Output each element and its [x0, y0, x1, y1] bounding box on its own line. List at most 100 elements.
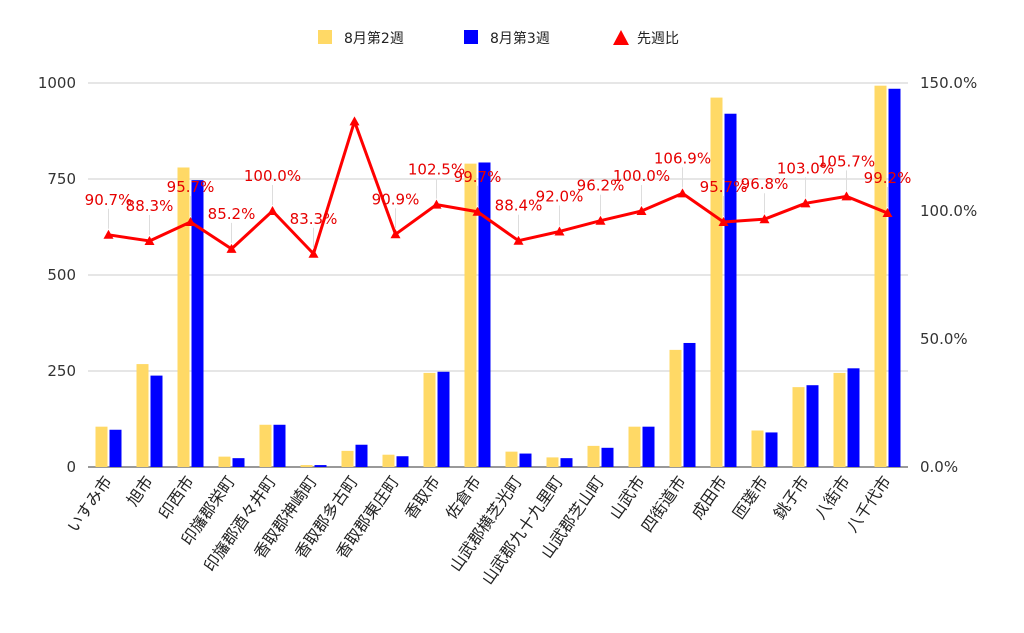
ratio-data-label: 88.4% [495, 197, 543, 215]
left-tick-label: 500 [47, 266, 76, 284]
bar-series-2 [724, 113, 737, 467]
bar-series-1 [423, 372, 436, 467]
right-tick-label: 50.0% [920, 330, 968, 348]
bar-series-1 [669, 349, 682, 467]
bar-series-2 [519, 453, 532, 467]
bar-series-1 [95, 426, 108, 467]
ratio-marker [554, 226, 565, 236]
ratio-data-label: 95.7% [700, 178, 748, 196]
ratio-marker [431, 199, 442, 209]
bar-series-2 [109, 429, 122, 467]
legend-swatch-series-2 [464, 30, 478, 44]
ratio-data-label: 90.9% [372, 190, 420, 208]
category-label: 佐倉市 [442, 472, 485, 522]
bar-series-1 [218, 456, 231, 467]
bar-series-1 [751, 430, 764, 467]
ratio-marker [226, 243, 237, 253]
bar-series-2 [232, 458, 245, 467]
legend: 8月第2週 8月第3週 先週比 [318, 30, 679, 47]
bar-series-1 [300, 465, 313, 467]
ratio-data-label: 96.8% [741, 175, 789, 193]
ratio-data-label: 83.3% [290, 210, 338, 228]
left-tick-label: 0 [66, 458, 76, 476]
bar-series-2 [355, 444, 368, 467]
bar-series-2 [437, 371, 450, 467]
ratio-marker [472, 206, 483, 216]
bar-series-2 [273, 424, 286, 467]
bar-series-2 [888, 88, 901, 467]
bar-series-2 [847, 368, 860, 467]
ratio-marker [800, 198, 811, 208]
right-axis: 0.0% 50.0% 100.0% 150.0% [920, 74, 977, 476]
bar-series-1 [505, 451, 518, 467]
legend-swatch-series-1 [318, 30, 332, 44]
ratio-data-label: 100.0% [244, 167, 301, 185]
legend-label-line: 先週比 [637, 31, 679, 47]
ratio-data-label: 103.0% [777, 159, 834, 177]
ratio-data-label: 92.0% [536, 187, 584, 205]
ratio-marker [267, 206, 278, 215]
ratio-data-label: 105.7% [818, 152, 875, 170]
ratio-marker [390, 229, 401, 239]
bar-series-2 [642, 426, 655, 467]
bar-series-2 [478, 162, 491, 467]
ratio-data-label: 100.0% [613, 167, 670, 185]
right-tick-label: 150.0% [920, 74, 977, 92]
category-labels: いすみ市 旭市印西市印旛郡栄町印旛郡酒々井町香取郡神崎町香取郡多古町香取郡東庄町香… [63, 472, 894, 588]
bar-series-1 [587, 445, 600, 467]
category-label: 成田市 [688, 472, 731, 522]
ratio-marker [882, 208, 893, 218]
bar-series-2 [601, 447, 614, 467]
category-label: いすみ市 [63, 472, 115, 535]
bar-series-2 [806, 385, 819, 467]
left-tick-label: 1000 [38, 74, 76, 92]
bar-series-1 [177, 167, 190, 468]
bar-series-1 [259, 424, 272, 467]
ratio-marker [718, 217, 729, 227]
left-tick-label: 250 [47, 362, 76, 380]
ratio-data-label: 102.5% [408, 161, 465, 179]
right-tick-label: 100.0% [920, 202, 977, 220]
left-axis: 0 250 500 750 1000 [38, 74, 76, 476]
ratio-line [103, 116, 893, 258]
bar-series-1 [464, 163, 477, 467]
bar-series-2 [314, 465, 327, 467]
bar-series-2 [150, 375, 163, 467]
ratio-data-label: 99.7% [454, 168, 502, 186]
legend-label-series-1: 8月第2週 [344, 30, 404, 47]
ratio-marker [759, 214, 770, 224]
bar-series-2 [683, 342, 696, 467]
ratio-marker [636, 206, 647, 215]
bar-series-1 [136, 364, 149, 467]
category-label: 八街市 [811, 472, 854, 522]
ratio-marker [103, 229, 114, 239]
ratio-polyline [108, 119, 889, 256]
bar-series-1 [341, 450, 354, 467]
bar-series-1 [628, 426, 641, 467]
ratio-data-labels: 90.7%88.3%95.7%85.2%100.0%83.3%90.9%102.… [85, 149, 911, 248]
ratio-marker [349, 116, 360, 126]
ratio-marker [595, 215, 606, 225]
bar-series-2 [560, 458, 573, 467]
bar-series-1 [546, 457, 559, 467]
bar-series-2 [396, 456, 409, 467]
ratio-marker [185, 217, 196, 227]
category-label: 銚子市 [770, 472, 813, 522]
legend-label-series-2: 8月第3週 [490, 30, 550, 47]
ratio-data-label: 95.7% [167, 178, 215, 196]
ratio-marker [841, 191, 852, 201]
bar-series-1 [710, 97, 723, 467]
bar-series-1 [833, 372, 846, 467]
gridlines [88, 82, 908, 468]
category-label: 旭市 [123, 472, 157, 509]
ratio-marker [308, 248, 319, 258]
bar-series-1 [382, 454, 395, 467]
bar-series-1 [874, 85, 887, 468]
ratio-data-label: 85.2% [208, 205, 256, 223]
bar-series-1 [792, 387, 805, 467]
left-tick-label: 750 [47, 170, 76, 188]
ratio-data-label: 96.2% [577, 177, 625, 195]
ratio-data-label: 106.9% [654, 149, 711, 167]
bars [95, 85, 901, 468]
